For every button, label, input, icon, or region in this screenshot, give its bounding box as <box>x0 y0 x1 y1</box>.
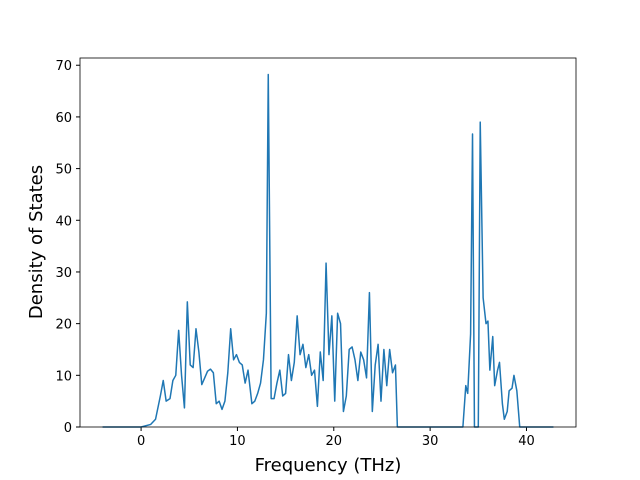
x-tick-label: 40 <box>518 434 535 449</box>
x-tick-label: 30 <box>422 434 439 449</box>
y-tick-label: 20 <box>55 318 72 333</box>
y-tick-label: 40 <box>55 214 72 229</box>
x-tick-label: 10 <box>229 434 246 449</box>
y-tick-label: 10 <box>55 369 72 384</box>
x-axis-label: Frequency (THz) <box>255 455 402 476</box>
x-tick-label: 20 <box>326 434 343 449</box>
y-tick-label: 50 <box>55 163 72 178</box>
y-axis-label: Density of States <box>26 165 47 319</box>
y-tick-label: 0 <box>64 421 72 436</box>
y-tick-label: 30 <box>55 266 72 281</box>
x-tick-label: 0 <box>137 434 145 449</box>
y-tick-label: 60 <box>55 111 72 126</box>
y-tick-label: 70 <box>55 59 72 74</box>
plot-frame <box>79 57 577 428</box>
